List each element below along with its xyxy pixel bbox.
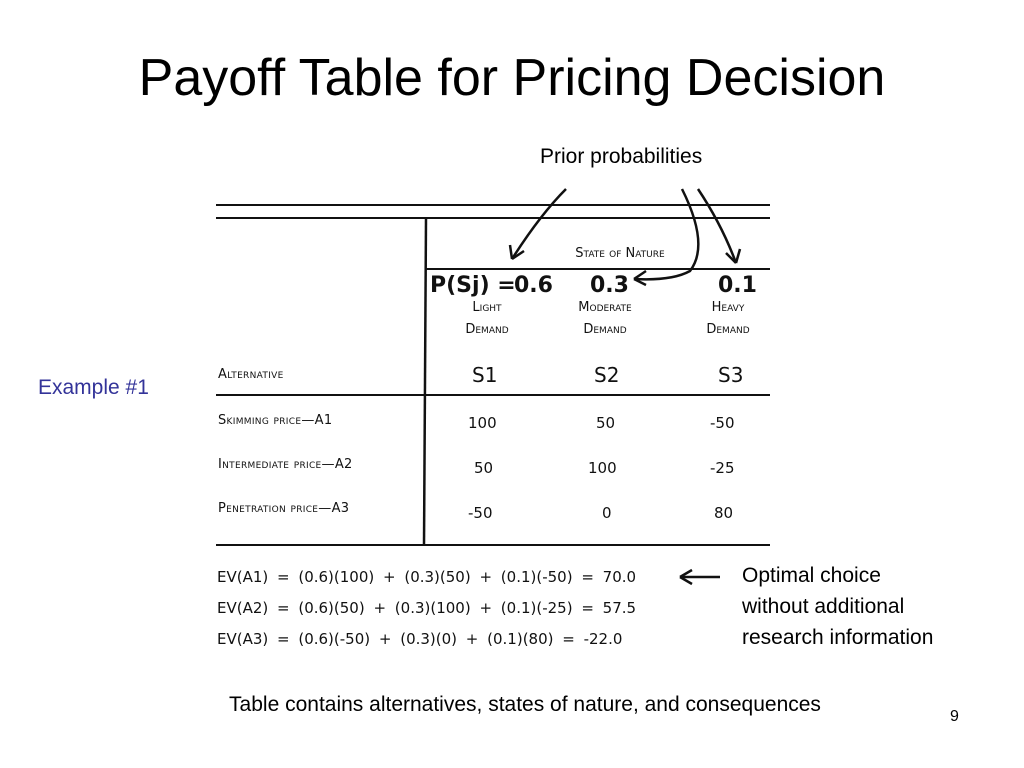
probability-s3: 0.1: [718, 273, 757, 298]
state-s1-header: Light Demand: [442, 297, 532, 341]
row-label-a2: Intermediate price—A2: [218, 457, 353, 472]
example-label: Example #1: [38, 376, 149, 399]
state-s2-line1: Moderate: [578, 300, 632, 315]
payoff-a2-s3: -25: [710, 459, 735, 477]
optimal-choice-note: Optimal choice without additional resear…: [742, 560, 933, 653]
payoff-a1-s1: 100: [468, 414, 497, 432]
state-s3-symbol: S3: [718, 363, 744, 387]
state-s3-header: Heavy Demand: [688, 297, 768, 341]
state-s3-line2: Demand: [706, 322, 750, 337]
prior-arrow-middle-icon: [633, 188, 700, 281]
probability-prefix: P(Sj) =: [430, 273, 516, 298]
payoff-a1-s2: 50: [596, 414, 616, 432]
ev-a2: EV(A2) = (0.6)(50) + (0.3)(100) + (0.1)(…: [217, 599, 637, 617]
probability-s2: 0.3: [590, 273, 629, 298]
table-rules: [216, 188, 770, 586]
ev-a1: EV(A1) = (0.6)(100) + (0.3)(50) + (0.1)(…: [217, 568, 637, 586]
slide-title: Payoff Table for Pricing Decision: [138, 49, 886, 107]
state-s2-line2: Demand: [583, 322, 627, 337]
state-s1-line1: Light: [472, 300, 502, 315]
state-of-nature-header: State of Nature: [575, 246, 665, 261]
optimal-note-line: without additional: [742, 595, 905, 618]
row-label-a3: Penetration price—A3: [218, 501, 350, 516]
probability-s1: 0.6: [514, 273, 553, 298]
payoff-table-scan: State of Nature P(Sj) = 0.6 0.3 0.1 Ligh…: [210, 185, 770, 663]
payoff-a2-s2: 100: [588, 459, 617, 477]
state-s1-line2: Demand: [465, 322, 509, 337]
state-s1-symbol: S1: [472, 363, 498, 387]
state-s3-line1: Heavy: [711, 300, 745, 315]
payoff-a1-s3: -50: [710, 414, 735, 432]
slide-caption: Table contains alternatives, states of n…: [229, 693, 821, 716]
state-s2-symbol: S2: [594, 363, 620, 387]
ev-a3: EV(A3) = (0.6)(-50) + (0.3)(0) + (0.1)(8…: [217, 630, 623, 648]
page-number: 9: [950, 708, 959, 725]
payoff-a2-s1: 50: [474, 459, 494, 477]
payoff-a3-s2: 0: [602, 504, 612, 522]
payoff-a3-s3: 80: [714, 504, 734, 522]
optimal-note-line: research information: [742, 626, 934, 649]
optimal-note-line: Optimal choice: [742, 564, 881, 587]
state-s2-header: Moderate Demand: [560, 297, 650, 341]
prior-arrow-right-icon: [696, 188, 738, 264]
prior-probabilities-note: Prior probabilities: [540, 145, 703, 168]
row-label-a1: Skimming price—A1: [218, 413, 333, 428]
prior-arrow-left-icon: [510, 188, 567, 260]
alternative-header: Alternative: [218, 367, 284, 382]
payoff-a3-s1: -50: [468, 504, 493, 522]
